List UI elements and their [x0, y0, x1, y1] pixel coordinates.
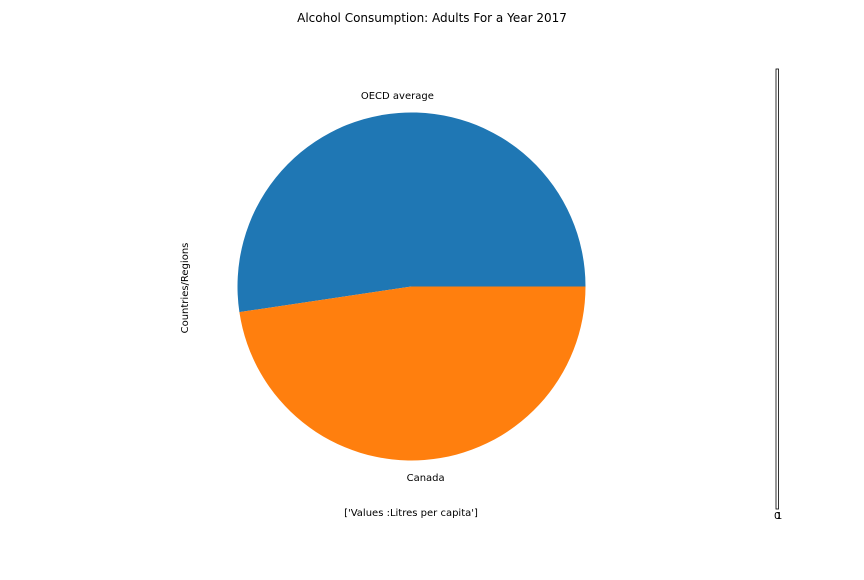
colorbar: 0 1	[774, 68, 782, 522]
pie-slices	[237, 112, 586, 461]
x-axis-label: ['Values :Litres per capita']	[344, 508, 478, 519]
pie-slice-labels: OECD average Canada	[361, 91, 445, 484]
colorbar-tick-label-1: 1	[776, 511, 782, 522]
colorbar-tick-label-0: 0	[774, 511, 780, 522]
pie-slice-oecd-average	[237, 112, 586, 313]
chart-title: Alcohol Consumption: Adults For a Year 2…	[297, 11, 567, 25]
pie-slice-label-canada: Canada	[407, 473, 445, 484]
pie-slice-label-oecd-average: OECD average	[361, 91, 434, 102]
y-axis-label: Countries/Regions	[180, 243, 191, 334]
colorbar-strip	[775, 68, 779, 510]
pie-slice-canada	[239, 286, 586, 461]
